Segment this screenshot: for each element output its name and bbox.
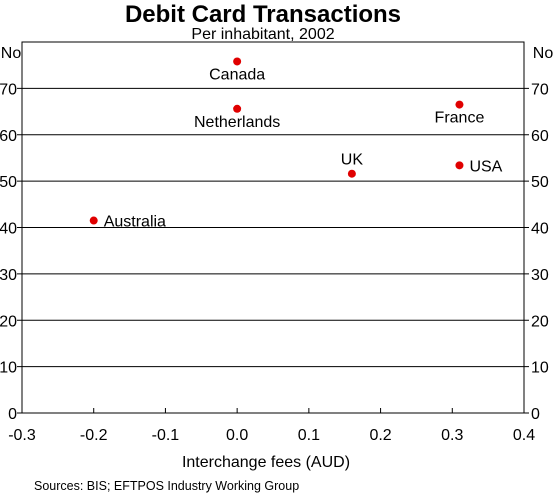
y-tick-label-right: 10	[531, 360, 549, 377]
y-tick-label-right: 40	[531, 221, 549, 238]
y-tick-label-left: 70	[0, 81, 17, 98]
point-label: France	[435, 110, 485, 127]
y-tick-label-right: 30	[531, 267, 549, 284]
x-tick-label: 0.0	[226, 427, 248, 444]
data-point	[233, 57, 242, 66]
chart-title: Debit Card Transactions	[125, 1, 401, 28]
y-tick-label-left: 0	[8, 406, 17, 423]
y-tick-label-right: 20	[531, 313, 549, 330]
data-point	[89, 216, 98, 225]
data-point	[233, 104, 242, 113]
y-tick-label-right: 60	[531, 128, 549, 145]
x-tick-label: -0.1	[152, 427, 180, 444]
x-tick-label: 0.2	[369, 427, 391, 444]
source-note: Sources: BIS; EFTPOS Industry Working Gr…	[34, 479, 299, 493]
data-point	[347, 169, 356, 178]
data-point	[455, 100, 464, 109]
x-tick-label: -0.2	[80, 427, 108, 444]
y-tick-label-left: 30	[0, 267, 17, 284]
point-label: Canada	[209, 66, 265, 83]
tick-marks	[17, 87, 529, 414]
x-axis-label: Interchange fees (AUD)	[182, 454, 350, 471]
data-points: Canada Netherlands France UK USA Australia	[89, 57, 503, 231]
point-label: UK	[341, 152, 364, 169]
chart-subtitle: Per inhabitant, 2002	[191, 26, 334, 43]
y-tick-label-left: 40	[0, 221, 17, 238]
y-tick-label-right: 50	[531, 174, 549, 191]
x-tick-label: 0.1	[298, 427, 320, 444]
x-tick-labels: -0.3 -0.2 -0.1 0.0 0.1 0.2 0.3 0.4	[8, 427, 535, 444]
x-tick-label: 0.3	[441, 427, 463, 444]
x-tick-label: -0.3	[8, 427, 36, 444]
data-point	[455, 161, 464, 170]
gridlines	[22, 87, 524, 368]
y-tick-label-left: 50	[0, 174, 17, 191]
x-tick-label: 0.4	[513, 427, 535, 444]
point-label: Australia	[104, 214, 166, 231]
y-tick-labels: 0 0 10 10 20 20 30 30 40 40 50 50 60 60 70 70	[0, 81, 549, 423]
y-tick-label-left: 10	[0, 360, 17, 377]
y-tick-label-right: 70	[531, 81, 549, 98]
y-tick-label-left: 60	[0, 128, 17, 145]
y-tick-label-left: 20	[0, 313, 17, 330]
point-label: USA	[469, 158, 502, 175]
right-unit-label: No	[533, 45, 554, 62]
left-unit-label: No	[1, 45, 22, 62]
point-label: Netherlands	[194, 114, 280, 131]
y-tick-label-right: 0	[531, 406, 540, 423]
